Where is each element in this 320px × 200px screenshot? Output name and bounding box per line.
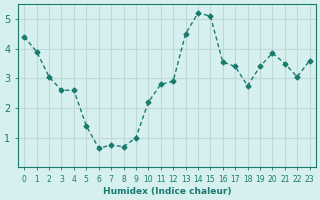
X-axis label: Humidex (Indice chaleur): Humidex (Indice chaleur) <box>103 187 231 196</box>
